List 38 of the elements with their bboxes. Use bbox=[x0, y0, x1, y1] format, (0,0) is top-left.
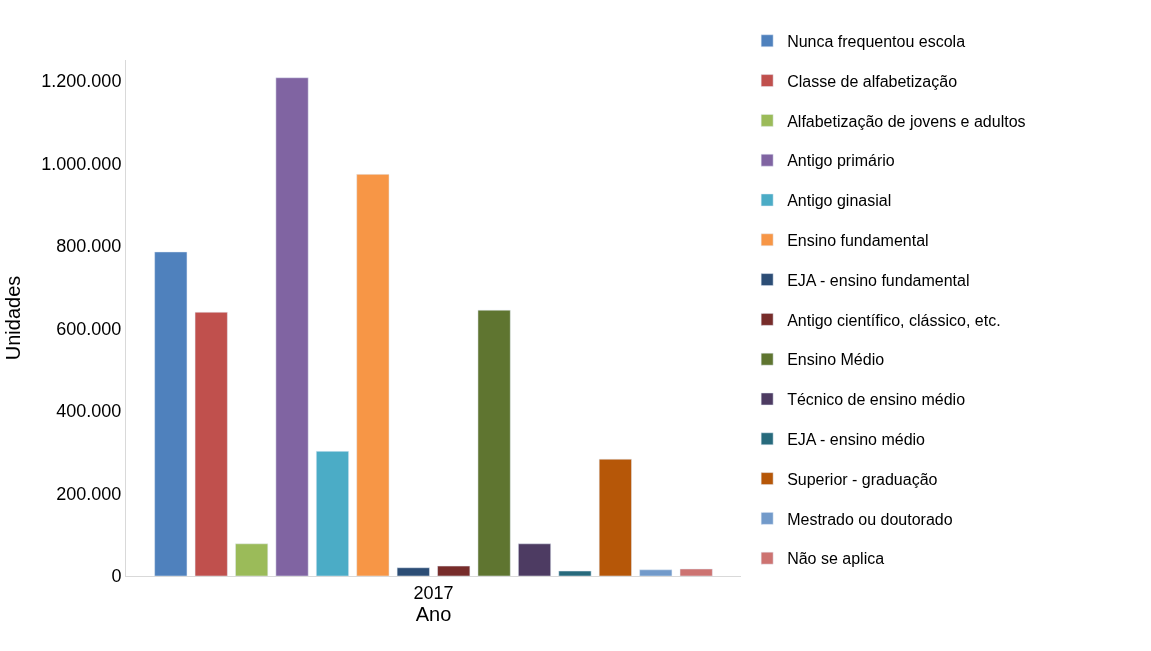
y-tick-label: 600.000 bbox=[56, 318, 122, 339]
legend-label: Antigo científico, clássico, etc. bbox=[787, 311, 1001, 329]
bar bbox=[235, 543, 269, 576]
legend-label: Ensino Médio bbox=[787, 351, 885, 369]
y-tick-label: 200.000 bbox=[56, 483, 122, 504]
legend-label: Ensino fundamental bbox=[787, 232, 929, 250]
y-tick-label: 400.000 bbox=[56, 401, 122, 422]
bar bbox=[154, 251, 188, 576]
legend-label: Mestrado ou doutorado bbox=[787, 510, 953, 528]
legend-label: Antigo ginasial bbox=[787, 192, 892, 210]
y-tick-label: 1.200.000 bbox=[41, 70, 122, 91]
legend-label: Técnico de ensino médio bbox=[787, 391, 966, 409]
y-tick-label: 800.000 bbox=[56, 236, 122, 257]
legend-label: Antigo primário bbox=[787, 152, 895, 170]
bar bbox=[356, 174, 390, 576]
bar bbox=[518, 543, 551, 576]
legend-label: Nunca frequentou escola bbox=[787, 33, 966, 51]
bar bbox=[639, 569, 673, 576]
bar bbox=[477, 309, 511, 576]
x-axis-title: Ano bbox=[415, 603, 452, 626]
bar bbox=[194, 311, 228, 576]
legend-label: Alfabetização de jovens e adultos bbox=[787, 112, 1026, 130]
legend-label: Superior - graduação bbox=[787, 470, 938, 488]
bar bbox=[275, 77, 309, 576]
bar bbox=[598, 458, 632, 576]
y-axis-title: Unidades bbox=[1, 275, 24, 361]
x-tick-label: 2017 bbox=[413, 582, 454, 603]
legend-label: EJA - ensino médio bbox=[787, 431, 926, 449]
y-tick-label: 1.000.000 bbox=[41, 153, 122, 174]
y-tick-label: 0 bbox=[111, 566, 122, 587]
bar bbox=[437, 565, 471, 576]
legend-label: EJA - ensino fundamental bbox=[787, 271, 970, 289]
bar bbox=[396, 567, 430, 576]
bar bbox=[558, 570, 592, 576]
bar bbox=[316, 451, 349, 576]
legend-label: Não se aplica bbox=[787, 550, 885, 568]
legend-label: Classe de alfabetização bbox=[787, 72, 958, 90]
bar bbox=[679, 568, 713, 576]
